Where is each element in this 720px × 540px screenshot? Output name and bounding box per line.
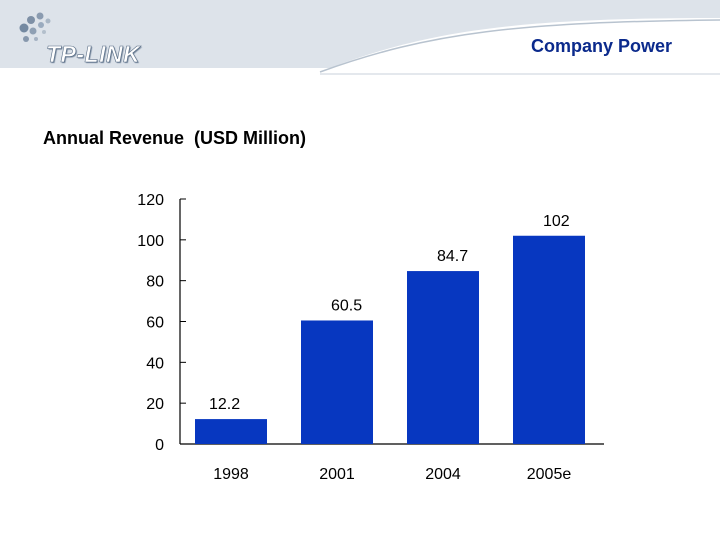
x-tick-label: 1998 <box>213 466 249 483</box>
logo-dots-icon <box>19 12 51 42</box>
chart-subtitle: Annual Revenue (USD Million) <box>43 128 307 148</box>
data-label: 12.2 <box>209 396 240 413</box>
data-label: 84.7 <box>437 248 468 265</box>
y-tick-label: 20 <box>146 396 164 413</box>
x-tick-label: 2004 <box>425 466 461 483</box>
y-tick-label: 80 <box>146 274 164 291</box>
bar-2001 <box>301 320 373 444</box>
y-tick-label: 120 <box>137 192 164 209</box>
bar-1998 <box>195 419 267 444</box>
bar-2005e <box>513 235 585 444</box>
y-tick-label: 0 <box>155 437 164 454</box>
y-tick-label: 40 <box>146 355 164 372</box>
bar-2004 <box>407 271 479 444</box>
x-tick-label: 2005e <box>527 466 572 483</box>
logo-text: TP-LINK <box>46 41 141 68</box>
data-label: 102 <box>543 213 570 230</box>
data-label: 60.5 <box>331 297 362 314</box>
y-tick-label: 100 <box>137 233 164 250</box>
company-power-label: Company Power <box>530 36 672 56</box>
header-band <box>0 0 720 75</box>
tp-link-logo: TP-LINK <box>12 8 202 70</box>
x-tick-label: 2001 <box>319 466 355 483</box>
y-tick-label: 60 <box>146 315 164 332</box>
